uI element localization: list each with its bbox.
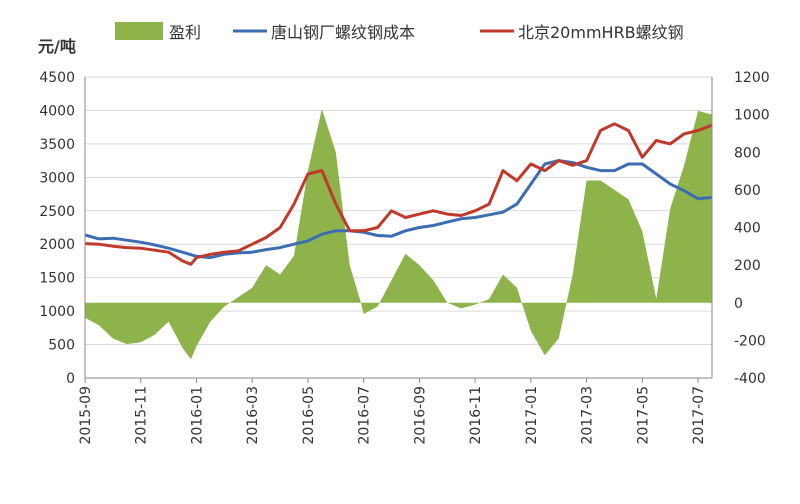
line-series-cost	[84, 159, 713, 260]
y-left-tick-label: 3500	[39, 137, 75, 153]
y-right-tick-label: 0	[734, 296, 743, 312]
x-tick-label: 2016-11	[468, 386, 484, 445]
x-tick-label: 2016-09	[412, 386, 428, 445]
x-tick-label: 2016-05	[301, 386, 317, 445]
y-left-tick-label: 2000	[39, 237, 75, 253]
x-tick-label: 2016-01	[189, 386, 205, 445]
area-series-profit	[85, 109, 712, 360]
y-right-tick-label: 200	[734, 258, 761, 274]
line-layer	[84, 122, 713, 266]
y-right-tick-label: 1200	[734, 70, 770, 86]
y-unit-label: 元/吨	[38, 37, 76, 56]
x-tick-label: 2017-07	[691, 386, 707, 445]
y-left-tick-label: 1500	[39, 271, 75, 287]
y-right-tick-label: 800	[734, 145, 761, 161]
y-left-tick-label: 4500	[39, 70, 75, 86]
x-tick-label: 2015-09	[78, 386, 94, 445]
legend-label: 北京20mmHRB螺纹钢	[518, 23, 684, 42]
legend-layer: 盈利 唐山钢厂螺纹钢成本 北京20mmHRB螺纹钢	[115, 22, 684, 42]
y-left-tick-label: 0	[66, 371, 75, 387]
area-layer	[85, 109, 712, 360]
x-tick-label: 2016-07	[357, 386, 373, 445]
legend-label: 唐山钢厂螺纹钢成本	[271, 23, 415, 42]
x-tick-label: 2017-01	[524, 386, 540, 445]
axis-layer: 050010001500200025003000350040004500-400…	[39, 70, 769, 445]
y-right-tick-label: 600	[734, 183, 761, 199]
y-left-tick-label: 500	[48, 338, 75, 354]
y-left-tick-label: 2500	[39, 204, 75, 220]
x-tick-label: 2017-05	[635, 386, 651, 445]
y-left-tick-label: 1000	[39, 304, 75, 320]
legend-label: 盈利	[169, 23, 201, 42]
y-right-tick-label: -200	[734, 333, 766, 349]
y-right-tick-label: 1000	[734, 108, 770, 124]
y-right-tick-label: 400	[734, 221, 761, 237]
x-tick-label: 2016-03	[245, 386, 261, 445]
line-series-price	[84, 122, 713, 266]
x-tick-label: 2017-03	[580, 386, 596, 445]
y-right-tick-label: -400	[734, 371, 766, 387]
legend-swatch-area	[115, 22, 163, 40]
x-tick-label: 2015-11	[134, 386, 150, 445]
y-left-tick-label: 3000	[39, 170, 75, 186]
y-left-tick-label: 4000	[39, 103, 75, 119]
